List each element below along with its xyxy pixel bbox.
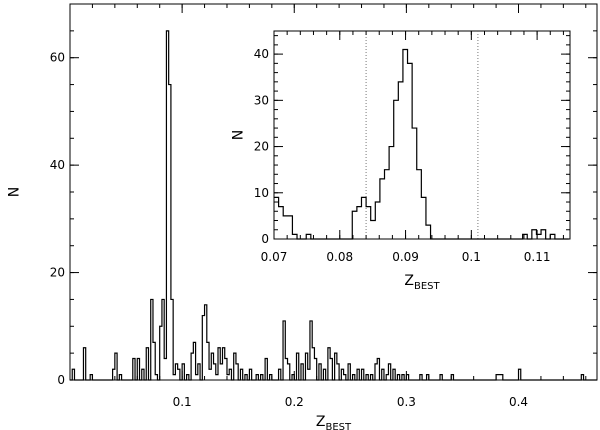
main-y-tick-label: 40 — [50, 158, 65, 172]
inset-histogram-steps — [274, 48, 569, 240]
main-x-tick-label: 0.2 — [285, 395, 304, 409]
inset-x-tick-label: 0.1 — [462, 250, 481, 264]
main-y-axis-label: N — [4, 187, 20, 197]
inset-y-tick-label: 30 — [254, 93, 269, 107]
inset-y-tick-label: 0 — [261, 232, 269, 246]
inset-x-tick-label: 0.08 — [326, 250, 353, 264]
inset-x-tick-label: 0.11 — [524, 250, 551, 264]
main-x-tick-label: 0.4 — [509, 395, 528, 409]
inset-plot-frame — [273, 30, 571, 240]
main-x-tick-label: 0.1 — [173, 395, 192, 409]
main-y-tick-label: 60 — [50, 51, 65, 65]
inset-y-tick-label: 40 — [254, 47, 269, 61]
main-x-tick-label: 0.3 — [397, 395, 416, 409]
inset-histogram-panel: 0.07 0.08 0.09 0.1 0.11 0 10 20 30 40 ZBEST N — [228, 30, 571, 292]
inset-y-axis-label: N — [228, 130, 244, 140]
inset-y-tick-label: 20 — [254, 140, 269, 154]
main-y-tick-label: 0 — [57, 373, 65, 387]
main-x-axis-label: ZBEST — [316, 414, 352, 430]
inset-x-tick-label: 0.07 — [261, 250, 288, 264]
main-histogram-steps — [70, 30, 597, 381]
inset-x-tick-label: 0.09 — [392, 250, 419, 264]
main-y-tick-label: 20 — [50, 266, 65, 280]
inset-y-tick-label: 10 — [254, 186, 269, 200]
inset-x-axis-label: ZBEST — [404, 273, 440, 292]
